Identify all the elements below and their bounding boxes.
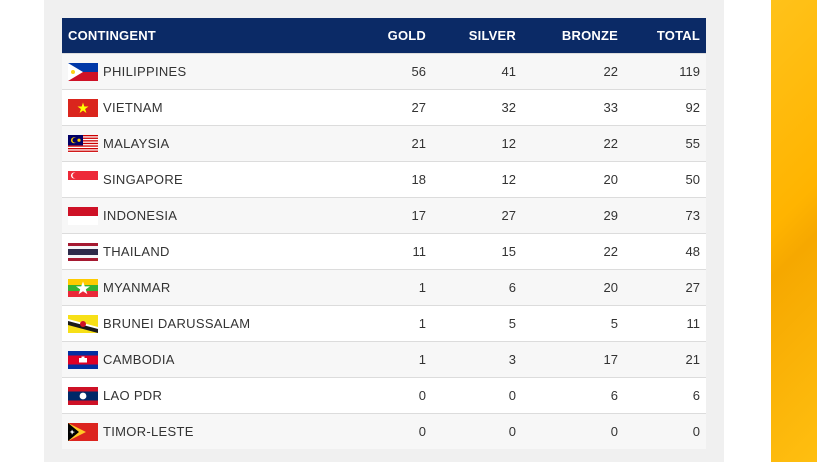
total-count: 92 <box>624 89 706 126</box>
brunei-flag-icon <box>68 314 98 333</box>
total-count: 119 <box>624 53 706 90</box>
silver-count: 0 <box>432 377 522 414</box>
gold-count: 11 <box>362 233 432 270</box>
gold-count: 56 <box>362 53 432 90</box>
gold-count: 1 <box>362 341 432 378</box>
total-count: 55 <box>624 125 706 162</box>
bronze-count: 29 <box>522 197 624 234</box>
gold-count: 17 <box>362 197 432 234</box>
contingent-name: PHILIPPINES <box>103 64 187 79</box>
gold-count: 1 <box>362 269 432 306</box>
table-row: INDONESIA 17 27 29 73 <box>62 197 706 234</box>
silver-count: 15 <box>432 233 522 270</box>
total-count: 27 <box>624 269 706 306</box>
column-header-silver[interactable]: SILVER <box>432 18 522 54</box>
contingent-name: VIETNAM <box>103 100 163 115</box>
bronze-count: 0 <box>522 413 624 449</box>
silver-count: 32 <box>432 89 522 126</box>
silver-count: 12 <box>432 125 522 162</box>
silver-count: 6 <box>432 269 522 306</box>
table-row: PHILIPPINES 56 41 22 119 <box>62 53 706 90</box>
column-header-contingent[interactable]: CONTINGENT <box>62 18 362 54</box>
gold-count: 27 <box>362 89 432 126</box>
cambodia-flag-icon <box>68 350 98 369</box>
page-left-margin <box>0 0 44 462</box>
philippines-flag-icon <box>68 62 98 81</box>
table-row: MALAYSIA 21 12 22 55 <box>62 125 706 162</box>
bronze-count: 33 <box>522 89 624 126</box>
myanmar-flag-icon <box>68 278 98 297</box>
bronze-count: 22 <box>522 53 624 90</box>
total-count: 6 <box>624 377 706 414</box>
silver-count: 41 <box>432 53 522 90</box>
gold-count: 21 <box>362 125 432 162</box>
gold-count: 18 <box>362 161 432 198</box>
bronze-count: 5 <box>522 305 624 342</box>
bronze-count: 20 <box>522 161 624 198</box>
total-count: 0 <box>624 413 706 449</box>
medal-tally-table: CONTINGENT GOLD SILVER BRONZE TOTAL PHIL… <box>62 18 706 449</box>
contingent-name: THAILAND <box>103 244 170 259</box>
malaysia-flag-icon <box>68 134 98 153</box>
gold-count: 0 <box>362 413 432 449</box>
table-row: LAO PDR 0 0 6 6 <box>62 377 706 414</box>
indonesia-flag-icon <box>68 206 98 225</box>
bronze-count: 22 <box>522 233 624 270</box>
bronze-count: 22 <box>522 125 624 162</box>
silver-count: 12 <box>432 161 522 198</box>
total-count: 11 <box>624 305 706 342</box>
timor-leste-flag-icon <box>68 422 98 441</box>
gold-count: 0 <box>362 377 432 414</box>
total-count: 73 <box>624 197 706 234</box>
total-count: 21 <box>624 341 706 378</box>
contingent-name: INDONESIA <box>103 208 178 223</box>
contingent-name: BRUNEI DARUSSALAM <box>103 316 251 331</box>
singapore-flag-icon <box>68 170 98 189</box>
table-row: BRUNEI DARUSSALAM 1 5 5 11 <box>62 305 706 342</box>
table-row: VIETNAM 27 32 33 92 <box>62 89 706 126</box>
total-count: 48 <box>624 233 706 270</box>
laos-flag-icon <box>68 386 98 405</box>
contingent-name: SINGAPORE <box>103 172 183 187</box>
gold-count: 1 <box>362 305 432 342</box>
contingent-name: CAMBODIA <box>103 352 175 367</box>
decorative-side-band <box>771 0 817 462</box>
vietnam-flag-icon <box>68 98 98 117</box>
silver-count: 3 <box>432 341 522 378</box>
contingent-name: MYANMAR <box>103 280 171 295</box>
page-right-margin <box>724 0 771 462</box>
silver-count: 27 <box>432 197 522 234</box>
bronze-count: 6 <box>522 377 624 414</box>
contingent-name: MALAYSIA <box>103 136 170 151</box>
bronze-count: 20 <box>522 269 624 306</box>
table-header-row: CONTINGENT GOLD SILVER BRONZE TOTAL <box>62 18 706 54</box>
silver-count: 0 <box>432 413 522 449</box>
table-row: CAMBODIA 1 3 17 21 <box>62 341 706 378</box>
thailand-flag-icon <box>68 242 98 261</box>
contingent-name: TIMOR-LESTE <box>103 424 194 439</box>
total-count: 50 <box>624 161 706 198</box>
table-row: MYANMAR 1 6 20 27 <box>62 269 706 306</box>
silver-count: 5 <box>432 305 522 342</box>
table-row: SINGAPORE 18 12 20 50 <box>62 161 706 198</box>
column-header-gold[interactable]: GOLD <box>362 18 432 54</box>
table-row: THAILAND 11 15 22 48 <box>62 233 706 270</box>
contingent-name: LAO PDR <box>103 388 163 403</box>
column-header-bronze[interactable]: BRONZE <box>522 18 624 54</box>
bronze-count: 17 <box>522 341 624 378</box>
column-header-total[interactable]: TOTAL <box>624 18 706 54</box>
table-row: TIMOR-LESTE 0 0 0 0 <box>62 413 706 449</box>
